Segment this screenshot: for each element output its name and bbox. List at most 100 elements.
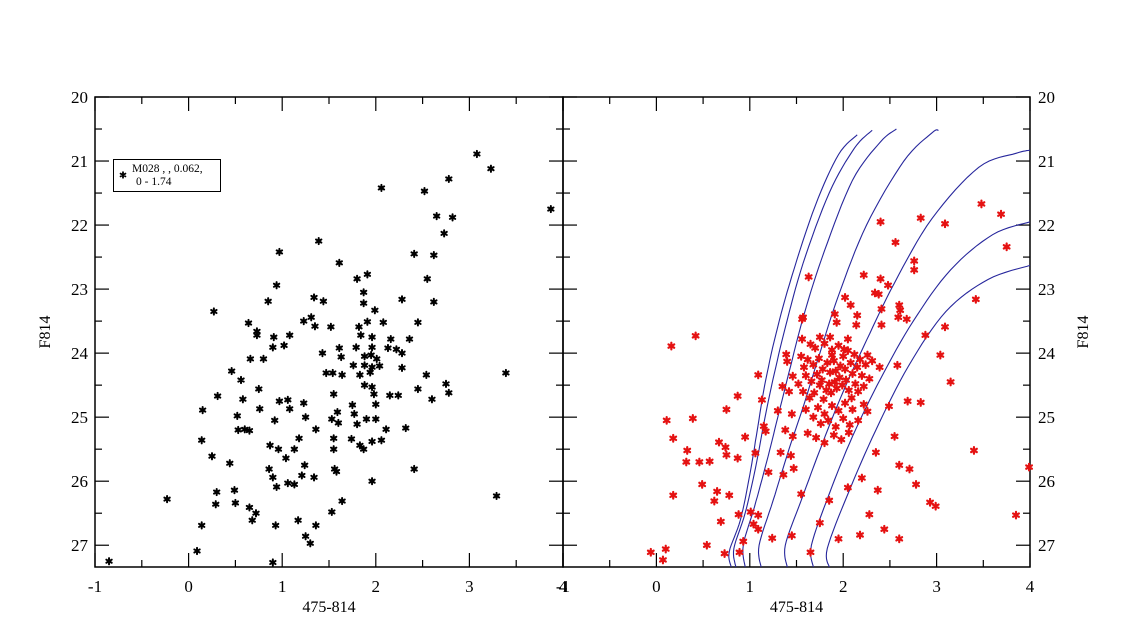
x-axis-title: 475-814: [770, 599, 823, 616]
scatter-point: [735, 547, 744, 557]
scatter-point: [348, 400, 357, 410]
scatter-point: [377, 436, 386, 445]
x-axis-title: 475-814: [302, 599, 355, 616]
scatter-point: [916, 398, 925, 407]
y-tick-label: 21: [1038, 152, 1055, 171]
scatter-point: [722, 450, 731, 460]
scatter-point: [705, 456, 714, 466]
scatter-point: [783, 357, 792, 366]
scatter-point: [366, 368, 374, 377]
scatter-point: [828, 401, 836, 411]
scatter-point: [410, 249, 418, 258]
scatter-point: [754, 510, 763, 520]
scatter-point: [880, 524, 889, 534]
scatter-point: [804, 272, 813, 282]
scatter-point: [315, 236, 323, 246]
scatter-point: [910, 265, 919, 275]
scatter-point: [1002, 242, 1011, 252]
scatter-point: [332, 467, 341, 476]
x-tick-label: 0: [652, 577, 661, 596]
scatter-point: [269, 558, 277, 567]
scatter-point: [890, 431, 899, 441]
scatter-point: [853, 362, 862, 372]
scatter-point: [275, 247, 284, 257]
scatter-point: [337, 352, 345, 362]
scatter-point: [253, 331, 261, 340]
scatter-point: [764, 467, 773, 477]
scatter-point: [844, 428, 853, 437]
y-tick-label: 26: [1038, 472, 1055, 491]
scatter-point: [846, 358, 855, 368]
scatter-point: [373, 354, 381, 363]
scatter-point: [445, 174, 453, 184]
scatter-point: [398, 363, 406, 372]
scatter-point: [848, 405, 857, 414]
scatter-point: [818, 364, 827, 374]
y-axis-title: F814: [1075, 316, 1092, 349]
scatter-point: [442, 379, 450, 388]
scatter-point: [713, 487, 722, 496]
scatter-point: [970, 446, 978, 455]
scatter-point: [830, 309, 839, 319]
scatter-point: [363, 270, 372, 279]
scatter-point: [715, 437, 723, 447]
scatter-point: [691, 331, 700, 341]
scatter-point: [329, 368, 337, 378]
scatter-point: [844, 385, 853, 395]
scatter-point: [372, 414, 380, 424]
scatter-point: [658, 555, 667, 565]
scatter-point: [487, 164, 495, 173]
scatter-point: [255, 384, 263, 394]
scatter-point: [237, 375, 245, 385]
scatter-point: [859, 382, 868, 391]
scatter-point: [941, 322, 949, 332]
y-tick-label: 22: [71, 216, 88, 235]
scatter-point: [372, 400, 380, 409]
scatter-point: [333, 407, 342, 417]
scatter-point: [335, 343, 343, 353]
scatter-point: [746, 507, 755, 517]
isochrone-curve: [810, 221, 1031, 568]
scatter-point: [310, 473, 318, 482]
scatter-point: [977, 199, 986, 209]
scatter-point: [788, 431, 797, 441]
scatter-point: [357, 331, 365, 340]
scatter-point: [912, 479, 921, 489]
scatter-point: [322, 368, 330, 378]
scatter-point: [398, 295, 406, 304]
scatter-point: [841, 364, 850, 374]
x-tick-label: -1: [556, 577, 570, 596]
scatter-point: [274, 445, 283, 454]
scatter-point: [193, 546, 201, 556]
scatter-point: [198, 521, 206, 530]
scatter-point: [841, 293, 850, 302]
scatter-point: [824, 415, 833, 425]
scatter-point: [370, 390, 378, 399]
scatter-point: [885, 401, 893, 411]
scatter-point: [825, 496, 834, 505]
scatter-point: [903, 396, 912, 406]
scatter-point: [834, 534, 843, 544]
scatter-point: [1025, 462, 1034, 472]
scatter-point: [863, 350, 872, 360]
scatter-point: [371, 306, 379, 315]
scatter-point: [710, 496, 719, 506]
scatter-point: [329, 434, 338, 443]
scatter-point: [785, 387, 793, 396]
scatter-point: [877, 304, 886, 314]
scatter-point: [328, 414, 336, 424]
scatter-point: [360, 361, 369, 370]
scatter-point: [266, 441, 274, 450]
scatter-point: [410, 464, 418, 474]
scatter-point: [360, 381, 369, 390]
scatter-point: [850, 350, 859, 359]
scatter-point: [823, 358, 832, 368]
scatter-point: [807, 376, 816, 386]
scatter-point: [877, 320, 886, 330]
scatter-point: [226, 459, 234, 468]
scatter-point: [387, 334, 395, 344]
scatter-point: [414, 384, 422, 394]
isochrone-curve: [728, 134, 858, 568]
scatter-point: [829, 430, 838, 440]
scatter-point: [871, 447, 880, 457]
